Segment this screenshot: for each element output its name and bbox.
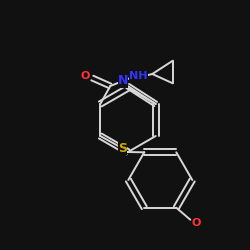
Text: O: O <box>192 218 201 228</box>
Text: NH: NH <box>129 71 148 81</box>
Text: O: O <box>80 71 90 81</box>
Text: N: N <box>118 74 128 88</box>
Text: S: S <box>118 142 127 154</box>
